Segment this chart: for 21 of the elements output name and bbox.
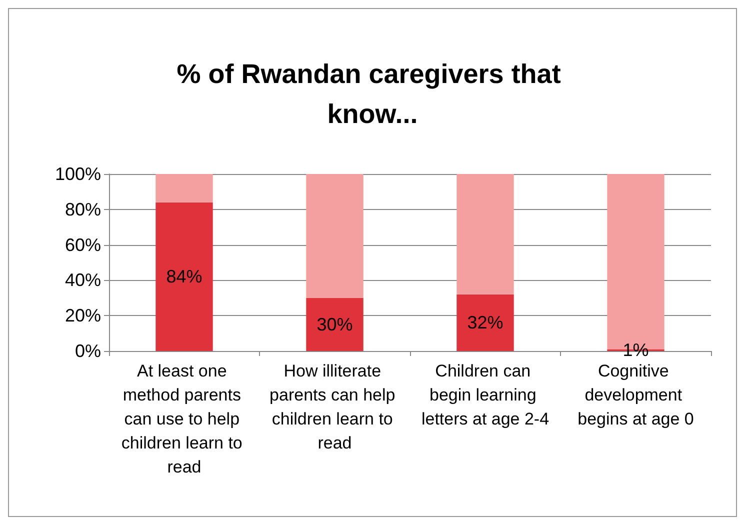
x-tick-label: How illiterate parents can help children learn to read [270,362,400,452]
data-label: 30% [316,314,353,334]
x-tick-label: At least one method parents can use to help children learn to read [121,362,248,476]
bar [156,174,213,202]
y-tick-label: 100% [54,164,101,184]
y-tick-label: 0% [74,341,101,361]
x-tick-label: Children can begin learning letters at age 2-4 [421,362,550,428]
x-tick-label: Cognitive development begins at age 0 [578,362,694,428]
bar [156,202,213,351]
data-label: 32% [467,312,504,333]
bar [456,294,514,351]
y-tick-label: 40% [64,270,101,290]
bar [306,174,364,298]
data-label: 84% [166,266,202,287]
y-tick-label: 20% [64,306,101,326]
y-tick-label: 80% [64,199,101,220]
chart-title: % of Rwandan caregivers that know... [176,59,568,129]
y-tick-label: 60% [64,234,101,255]
bar [456,174,514,294]
data-label: 1% [622,340,649,360]
bar [306,298,364,351]
